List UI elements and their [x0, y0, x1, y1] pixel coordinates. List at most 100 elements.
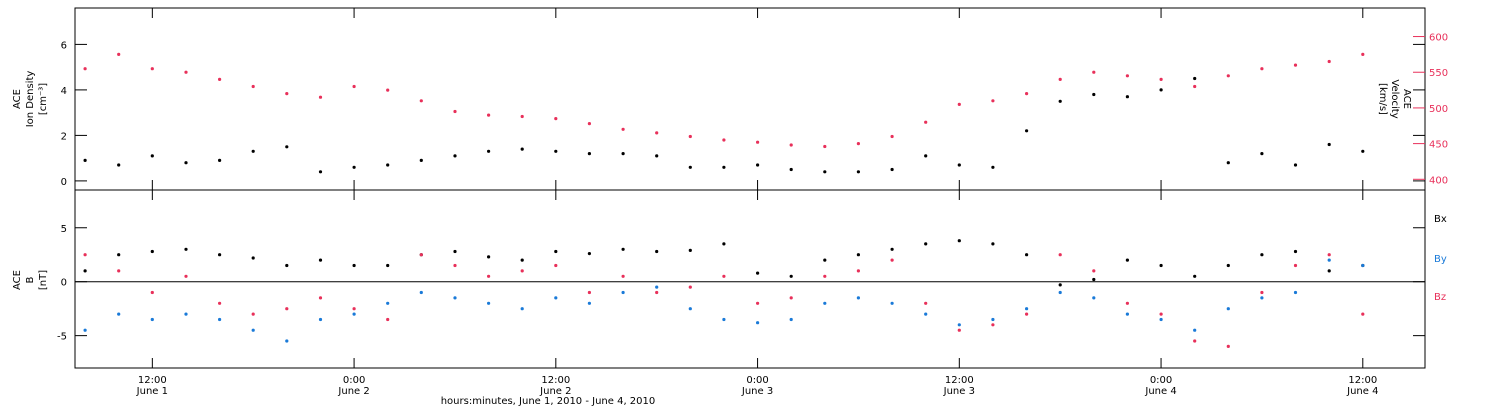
- magnetic-field-series2-point: [1327, 258, 1331, 262]
- magnetic-field-series1-point: [1125, 258, 1129, 262]
- magnetic-field-series3-point: [957, 328, 961, 332]
- density-velocity-series1-point: [957, 163, 961, 167]
- ion-density-axis-title-line3: [cm⁻³]: [38, 83, 49, 115]
- magnetic-field-series2-point: [150, 317, 154, 322]
- density-velocity-series1-point: [756, 163, 760, 167]
- density-velocity-series2-point: [487, 113, 491, 117]
- magnetic-field-series1-point: [318, 258, 323, 262]
- magnetic-field-series3-point: [890, 258, 894, 262]
- density-velocity-series2-point: [621, 127, 625, 131]
- magnetic-field-series3-point: [1125, 301, 1129, 305]
- magnetic-field-series2-point: [1058, 290, 1062, 295]
- magnetic-field-series2-point: [756, 321, 760, 325]
- magnetic-field-series2-point: [587, 301, 592, 305]
- magnetic-field-series3-point: [453, 263, 457, 268]
- magnetic-field-series1-point: [386, 263, 390, 268]
- magnetic-field-series3-point: [554, 263, 558, 268]
- magnetic-field-series3-point: [285, 307, 289, 311]
- legend-entry-bx: Bx: [1434, 214, 1447, 225]
- density-velocity-series2-point: [957, 102, 961, 106]
- magnetic-field-series2-point: [419, 290, 423, 295]
- density-velocity-series1-point: [688, 165, 692, 169]
- density-velocity-series1-point: [1293, 163, 1298, 167]
- magnetic-field-series2-point: [117, 312, 121, 316]
- time-tick-label: 12:00: [945, 375, 974, 386]
- density-velocity-series1-point: [520, 147, 524, 151]
- density-velocity-series1-point: [251, 149, 255, 153]
- velocity-axis-title-line3: [km/s]: [1377, 83, 1388, 115]
- density-velocity-series1-point: [352, 165, 356, 169]
- density-velocity-series2-point: [520, 114, 524, 119]
- density-velocity-series1-point: [1159, 88, 1163, 92]
- magnetic-field-series3-point: [218, 301, 222, 305]
- magnetic-field-series2-point: [1293, 290, 1298, 295]
- velocity-tick-label: 400: [1429, 175, 1448, 186]
- magnetic-field-series2-point: [722, 317, 726, 322]
- density-velocity-series1-point: [150, 154, 154, 158]
- density-velocity-series1-point: [1260, 152, 1264, 156]
- magnetic-field-series1-point: [520, 258, 524, 262]
- density-velocity-series1-point: [1058, 99, 1062, 103]
- ion-density-tick-label: 0: [61, 177, 67, 188]
- magnetic-field-series2-point: [957, 323, 961, 327]
- magnetic-field-series2-point: [1193, 328, 1197, 332]
- magnetic-field-series3-point: [856, 269, 861, 273]
- density-velocity-series1-point: [487, 149, 491, 153]
- density-velocity-series2-point: [419, 99, 423, 103]
- density-velocity-series1-point: [218, 158, 222, 162]
- magnetic-field-series1-point: [1193, 274, 1197, 278]
- density-velocity-series1-point: [453, 154, 457, 158]
- density-velocity-series2-point: [83, 67, 87, 71]
- ion-density-axis-title-line2: Ion Density: [25, 71, 36, 128]
- density-velocity-series1-point: [285, 145, 289, 149]
- magnetic-field-series2-point: [1226, 307, 1230, 311]
- density-velocity-series2-point: [1260, 67, 1264, 71]
- density-velocity-series1-point: [991, 165, 995, 169]
- density-velocity-series2-point: [386, 88, 390, 92]
- density-velocity-series1-point: [924, 154, 928, 158]
- magnetic-field-series1-point: [1293, 249, 1298, 254]
- magnetic-field-axis-title-line1: ACE: [12, 270, 23, 290]
- density-velocity-panel: 0 2 4 6 400 450 500 550 600 ACE Ion Density [cm…: [12, 7, 1448, 191]
- magnetic-field-series1-point: [856, 253, 861, 257]
- magnetic-field-series3-point: [251, 312, 255, 316]
- density-velocity-series2-point: [1293, 63, 1298, 67]
- density-velocity-series1-point: [587, 152, 592, 156]
- magnetic-field-series2-point: [453, 296, 457, 300]
- magnetic-field-series1-point: [352, 263, 356, 268]
- magnetic-field-series1-point: [890, 247, 894, 251]
- date-tick-label: June 3: [943, 386, 975, 397]
- magnetic-field-series3-point: [117, 269, 121, 273]
- magnetic-field-series1-point: [1025, 253, 1029, 257]
- magnetic-field-series2-point: [1260, 296, 1264, 300]
- magnetic-field-legend: Bx By Bz: [1434, 214, 1447, 303]
- magnetic-field-series2-point: [318, 317, 323, 322]
- time-tick-label: 0:00: [1150, 375, 1172, 386]
- magnetic-field-series1-point: [453, 249, 457, 254]
- density-velocity-series2-point: [688, 134, 692, 139]
- date-tick-label: June 1: [136, 386, 168, 397]
- date-tick-label: June 4: [1346, 386, 1378, 397]
- magnetic-field-series2-point: [487, 301, 491, 305]
- time-tick-label: 12:00: [138, 375, 167, 386]
- magnetic-field-series1-point: [823, 258, 827, 262]
- density-velocity-series2-point: [1025, 92, 1029, 96]
- density-velocity-series2-point: [789, 143, 793, 147]
- density-velocity-series2-point: [655, 131, 659, 135]
- magnetic-field-series2-point: [924, 312, 928, 316]
- magnetic-field-series2-point: [1025, 307, 1029, 311]
- magnetic-field-series3-point: [789, 296, 793, 300]
- magnetic-field-series3-point: [520, 269, 524, 273]
- magnetic-field-series3-point: [991, 323, 995, 327]
- magnetic-field-tick-label: 5: [61, 224, 67, 235]
- density-velocity-series1-point: [117, 163, 121, 167]
- magnetic-field-panel-frame: [74, 189, 1426, 369]
- magnetic-field-series1-point: [117, 253, 121, 257]
- magnetic-field-axis: -5 0 5: [57, 224, 1425, 343]
- ion-density-axis-title-line1: ACE: [12, 89, 23, 109]
- density-velocity-panel-frame: [74, 7, 1426, 191]
- magnetic-field-data-points: [83, 239, 1365, 348]
- magnetic-field-series1-point: [1260, 253, 1264, 257]
- date-tick-label: June 4: [1144, 386, 1176, 397]
- magnetic-field-series1-point: [621, 247, 625, 251]
